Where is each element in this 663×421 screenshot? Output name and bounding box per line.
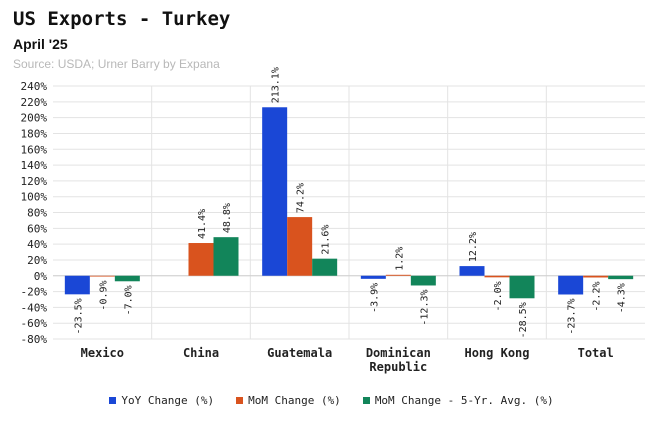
bar-mom <box>385 274 411 276</box>
legend-item-mom: MoM Change (%) <box>236 394 341 407</box>
bar-avg <box>608 275 634 280</box>
y-tick-label: -60% <box>21 317 48 330</box>
x-category-label: Dominican <box>366 346 431 360</box>
bar-avg <box>410 275 436 286</box>
legend-item-avg: MoM Change - 5-Yr. Avg. (%) <box>362 394 554 407</box>
data-label-avg: -12.3% <box>419 289 430 325</box>
bar-mom <box>287 217 313 276</box>
data-label-mom: 1.2% <box>394 247 405 271</box>
y-tick-label: 200% <box>21 112 48 125</box>
x-category-label: Hong Kong <box>464 346 529 360</box>
chart-subtitle: April '25 <box>13 36 68 52</box>
bar-mom <box>484 275 510 278</box>
legend-swatch-avg <box>362 397 370 404</box>
y-tick-label: -20% <box>21 286 48 299</box>
bar-yoy <box>262 107 288 276</box>
data-label-yoy: -3.9% <box>369 283 380 313</box>
data-label-mom: 41.4% <box>197 209 208 239</box>
bar-mom <box>188 243 214 276</box>
y-tick-label: 180% <box>21 127 48 140</box>
y-tick-label: 220% <box>21 96 48 109</box>
data-label-mom: -0.9% <box>98 280 109 310</box>
chart-title: US Exports - Turkey <box>13 8 231 30</box>
bar-mom <box>89 275 115 277</box>
data-label-mom: 74.2% <box>296 183 307 213</box>
legend: YoY Change (%) MoM Change (%) MoM Change… <box>0 394 663 407</box>
data-label-yoy: -23.5% <box>73 298 84 334</box>
data-label-yoy: 213.1% <box>271 67 282 103</box>
legend-swatch-mom <box>236 397 244 404</box>
bar-yoy <box>459 266 485 276</box>
data-label-avg: 48.8% <box>222 203 233 233</box>
legend-label-avg: MoM Change - 5-Yr. Avg. (%) <box>374 394 554 407</box>
y-tick-label: -80% <box>21 333 48 346</box>
x-category-label: China <box>183 346 219 360</box>
data-label-avg: 21.6% <box>321 225 332 255</box>
bar-avg <box>213 237 239 276</box>
bar-mom <box>583 275 609 278</box>
data-label-yoy: 12.2% <box>468 232 479 262</box>
y-tick-label: 60% <box>27 222 47 235</box>
y-tick-label: -40% <box>21 301 48 314</box>
y-tick-label: 40% <box>27 238 47 251</box>
y-tick-label: 80% <box>27 207 47 220</box>
y-tick-label: 100% <box>21 191 48 204</box>
data-label-avg: -7.0% <box>123 285 134 315</box>
x-category-label: Guatemala <box>267 346 332 360</box>
y-tick-label: 0% <box>34 270 48 283</box>
legend-item-yoy: YoY Change (%) <box>109 394 214 407</box>
data-label-mom: -2.0% <box>493 281 504 311</box>
legend-label-yoy: YoY Change (%) <box>121 394 215 407</box>
y-tick-label: 20% <box>27 254 47 267</box>
bar-yoy <box>558 275 584 295</box>
data-label-mom: -2.2% <box>592 281 603 311</box>
y-tick-label: 120% <box>21 175 48 188</box>
data-label-avg: -28.5% <box>518 302 529 338</box>
bar-yoy <box>64 275 90 295</box>
x-category-label: Mexico <box>81 346 124 360</box>
x-category-label: Republic <box>369 360 427 374</box>
x-category-label: Total <box>578 346 614 360</box>
source-note: Source: USDA; Urner Barry by Expana <box>13 57 220 71</box>
data-label-yoy: -23.7% <box>567 298 578 334</box>
bar-avg <box>312 258 338 276</box>
legend-swatch-yoy <box>109 397 117 404</box>
y-tick-label: 240% <box>21 80 48 93</box>
bar-yoy <box>360 275 386 279</box>
legend-label-mom: MoM Change (%) <box>248 394 341 407</box>
y-tick-label: 160% <box>21 143 48 156</box>
y-tick-label: 140% <box>21 159 48 172</box>
bar-avg <box>114 275 140 282</box>
bar-avg <box>509 275 535 299</box>
data-label-avg: -4.3% <box>617 283 628 313</box>
